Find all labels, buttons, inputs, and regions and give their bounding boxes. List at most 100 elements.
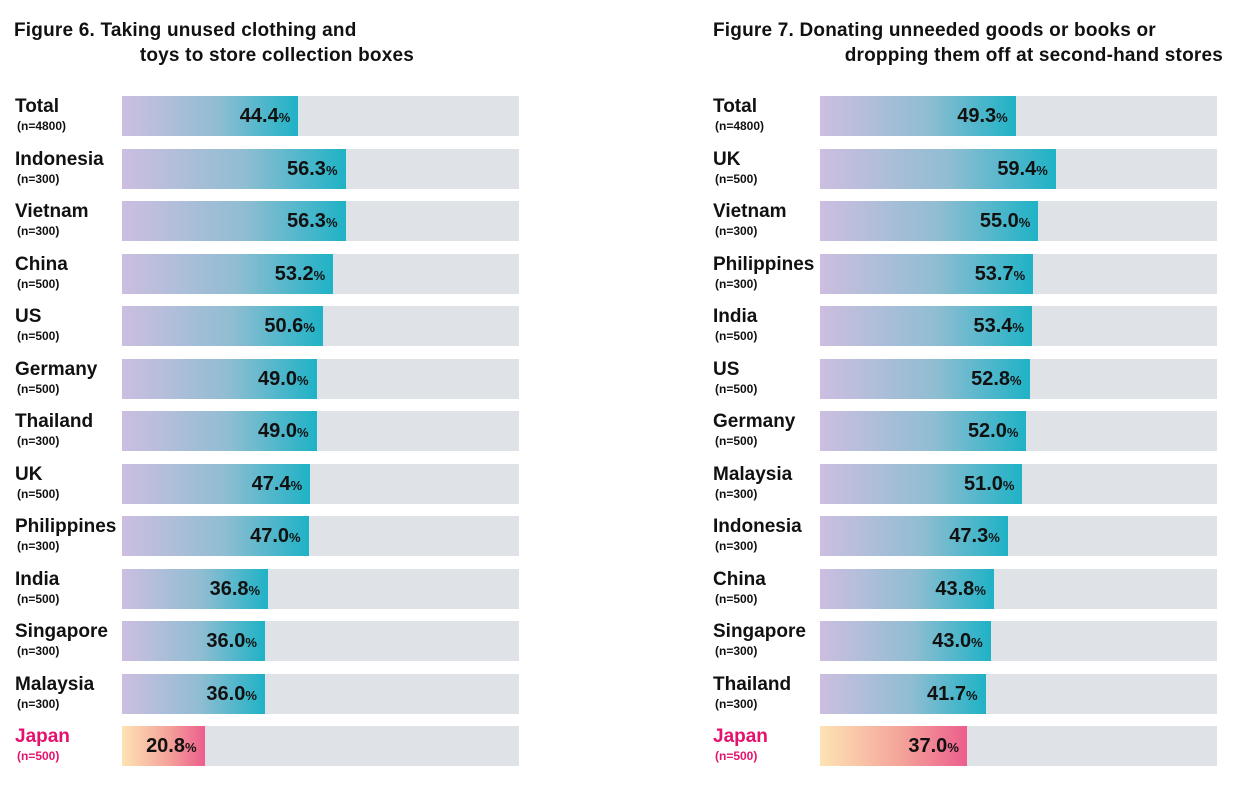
bar-row-philippines: Philippines (n=300) 47.0% xyxy=(15,516,534,568)
category-label: Malaysia (n=300) xyxy=(15,674,125,712)
percent-sign: % xyxy=(296,425,309,440)
value-label: 36.0% xyxy=(206,674,257,716)
sample-size: (n=300) xyxy=(715,224,758,238)
bar: 53.2% xyxy=(122,253,334,296)
value-number: 50.6 xyxy=(264,315,304,337)
value-number: 51.0 xyxy=(963,472,1003,495)
value-number: 20.8 xyxy=(146,735,185,757)
category-label: UK (n=500) xyxy=(15,464,125,502)
value-label: 53.7% xyxy=(975,254,1026,296)
bar: 51.0% xyxy=(820,463,1023,506)
category-name: UK xyxy=(713,148,741,170)
bar-row-indonesia: Indonesia (n=300) 56.3% xyxy=(15,148,534,201)
bar-row-china: China (n=500) 53.2% xyxy=(15,253,534,306)
category-label: Japan (n=500) xyxy=(15,726,125,764)
sample-size: (n=500) xyxy=(17,381,60,396)
bar-track: 20.8% xyxy=(122,726,519,766)
value-number: 56.3 xyxy=(287,157,326,180)
value-number: 47.4 xyxy=(251,472,291,495)
bar-row-malaysia: Malaysia (n=300) 36.0% xyxy=(15,673,534,726)
category-label: US (n=500) xyxy=(15,306,125,344)
category-label: India (n=500) xyxy=(15,569,125,607)
value-label: 43.0% xyxy=(932,621,983,663)
bar: 47.4% xyxy=(122,463,311,504)
percent-sign: % xyxy=(303,320,315,335)
chart-title: Figure 6. Taking unused clothing and toy… xyxy=(14,18,414,68)
percent-sign: % xyxy=(1036,162,1048,178)
category-name: Total xyxy=(713,96,757,117)
category-name: Total xyxy=(15,96,59,117)
bar-track: 36.0% xyxy=(122,673,519,716)
sample-size: (n=500) xyxy=(715,591,758,606)
percent-sign: % xyxy=(1013,267,1026,283)
bar-track: 47.4% xyxy=(122,463,519,504)
chart-title-line-1: Figure 7. Donating unneeded goods or boo… xyxy=(713,20,1156,41)
value-number: 49.3 xyxy=(957,105,997,127)
category-name: Germany xyxy=(15,358,98,380)
category-name: India xyxy=(15,568,60,590)
percent-sign: % xyxy=(971,635,983,650)
category-label: Malaysia (n=300) xyxy=(713,464,823,502)
sample-size: (n=500) xyxy=(17,276,60,291)
sample-size: (n=300) xyxy=(715,644,758,658)
category-label: Total (n=4800) xyxy=(713,96,823,134)
percent-sign: % xyxy=(947,740,959,755)
bar: 56.3% xyxy=(122,201,346,241)
sample-size: (n=300) xyxy=(17,644,60,658)
bar: 36.0% xyxy=(122,621,265,661)
value-number: 37.0 xyxy=(908,735,948,757)
bar-track: 47.0% xyxy=(122,516,519,556)
sample-size: (n=500) xyxy=(715,171,758,186)
value-label: 49.0% xyxy=(258,411,309,453)
category-name: China xyxy=(713,568,766,590)
bar-track: 36.8% xyxy=(122,568,519,611)
bar: 53.7% xyxy=(820,253,1034,296)
bar-row-total: Total (n=4800) 44.4% xyxy=(15,96,534,148)
category-name: UK xyxy=(15,463,43,485)
value-label: 51.0% xyxy=(964,464,1015,506)
value-number: 53.4 xyxy=(973,315,1013,337)
bar-track: 56.3% xyxy=(122,148,519,191)
percent-sign: % xyxy=(296,372,309,388)
bar: 43.0% xyxy=(820,621,991,661)
bar-row-indonesia: Indonesia (n=300) 47.3% xyxy=(713,516,1230,568)
value-label: 56.3% xyxy=(287,149,338,191)
value-number: 52.0 xyxy=(967,420,1007,442)
bar: 53.4% xyxy=(820,306,1032,346)
value-number: 55.0 xyxy=(979,210,1019,232)
sample-size: (n=4800) xyxy=(715,119,765,133)
bar-track: 37.0% xyxy=(820,726,1217,766)
sample-size: (n=300) xyxy=(715,276,758,291)
value-label: 47.3% xyxy=(949,516,1000,558)
category-name: Japan xyxy=(15,726,70,747)
value-number: 59.4 xyxy=(997,157,1037,180)
value-label: 36.0% xyxy=(206,621,257,663)
value-label: 36.8% xyxy=(210,569,261,611)
bar-track: 55.0% xyxy=(820,201,1217,241)
value-label: 53.2% xyxy=(275,254,326,296)
bar-track: 43.8% xyxy=(820,568,1217,611)
bar: 52.8% xyxy=(820,358,1030,399)
value-label: 49.0% xyxy=(258,359,309,401)
value-label: 43.8% xyxy=(935,569,986,611)
value-number: 44.4 xyxy=(239,105,279,127)
percent-sign: % xyxy=(313,267,326,283)
bar: 59.4% xyxy=(820,148,1056,189)
percent-sign: % xyxy=(289,530,301,545)
value-number: 47.3 xyxy=(949,525,989,547)
sample-size: (n=4800) xyxy=(17,119,67,133)
percent-sign: % xyxy=(965,687,978,703)
category-name: Japan xyxy=(713,726,768,747)
bar: 47.3% xyxy=(820,516,1008,556)
bar: 49.0% xyxy=(122,411,317,451)
chart-title: Figure 7. Donating unneeded goods or boo… xyxy=(713,18,1223,68)
sample-size: (n=500) xyxy=(17,329,60,343)
bar-row-japan: Japan (n=500) 20.8% xyxy=(15,726,534,778)
bar-row-us: US (n=500) 50.6% xyxy=(15,306,534,358)
category-name: Malaysia xyxy=(15,673,95,695)
value-number: 36.8 xyxy=(209,577,249,600)
bar-track: 52.8% xyxy=(820,358,1217,399)
sample-size: (n=500) xyxy=(715,381,758,396)
category-label: Philippines (n=300) xyxy=(15,516,125,554)
category-label: Philippines (n=300) xyxy=(713,254,823,292)
